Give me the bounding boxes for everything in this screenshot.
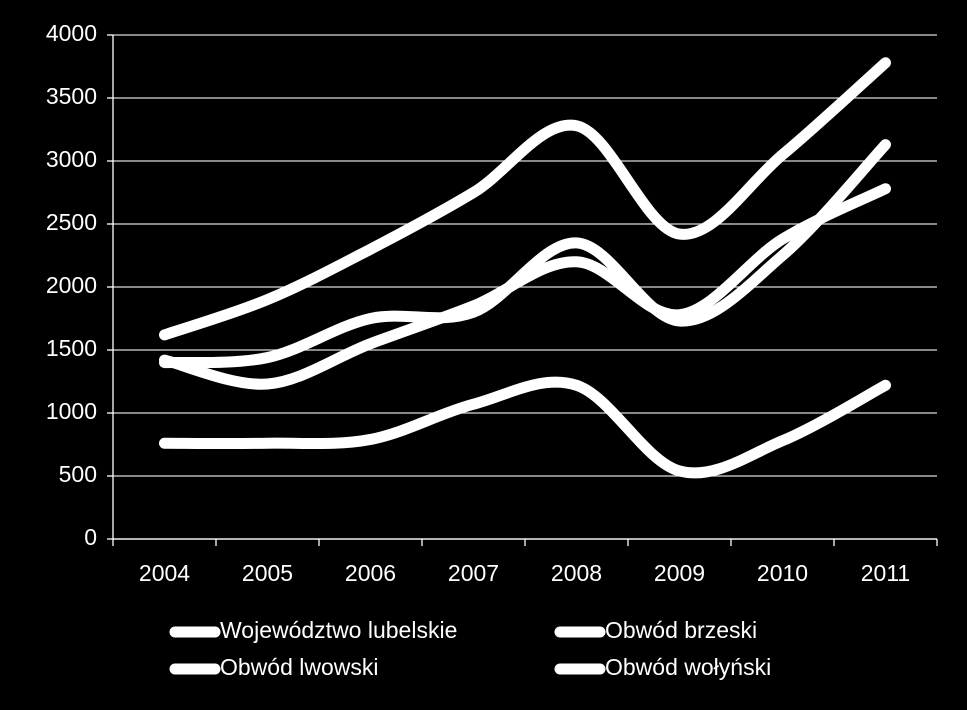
x-tick-label: 2011 bbox=[861, 560, 910, 586]
series-line bbox=[159, 139, 891, 369]
x-tick-label: 2004 bbox=[139, 560, 190, 586]
series-line bbox=[159, 376, 891, 479]
y-tick-label: 2000 bbox=[46, 272, 97, 298]
series-line bbox=[159, 183, 891, 390]
y-tick-label: 1000 bbox=[46, 398, 97, 424]
x-tick-label: 2005 bbox=[242, 560, 293, 586]
legend-label: Obwód wołyński bbox=[605, 654, 771, 680]
y-tick-label: 3000 bbox=[46, 146, 97, 172]
legend-label: Obwód lwowski bbox=[220, 654, 379, 680]
x-tick-label: 2008 bbox=[551, 560, 602, 586]
x-tick-label: 2009 bbox=[654, 560, 705, 586]
x-tick-label: 2007 bbox=[448, 560, 499, 586]
y-tick-label: 3500 bbox=[46, 83, 97, 109]
y-tick-label: 1500 bbox=[46, 335, 97, 361]
legend-label: Województwo lubelskie bbox=[220, 617, 457, 643]
legend-label: Obwód brzeski bbox=[605, 617, 757, 643]
y-tick-label: 4000 bbox=[46, 20, 97, 46]
series-line bbox=[159, 57, 891, 341]
x-tick-label: 2010 bbox=[757, 560, 808, 586]
x-tick-label: 2006 bbox=[345, 560, 396, 586]
y-tick-label: 2500 bbox=[46, 209, 97, 235]
y-tick-label: 500 bbox=[59, 461, 97, 487]
y-tick-label: 0 bbox=[84, 524, 97, 550]
